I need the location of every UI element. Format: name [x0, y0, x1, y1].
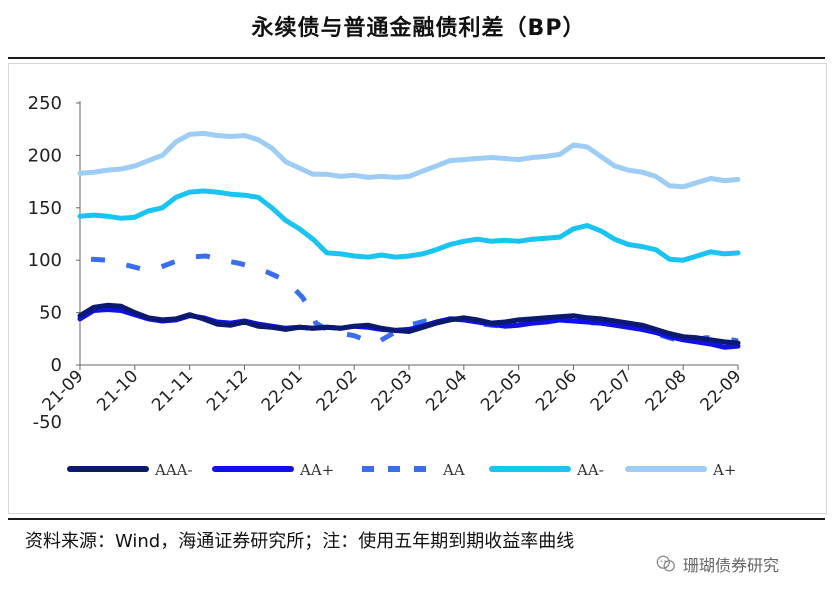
- source-note: 资料来源：Wind，海通证券研究所；注：使用五年期到期收益率曲线: [25, 531, 575, 552]
- top-rule: [8, 57, 825, 59]
- series-line-AA+: [77, 307, 741, 350]
- page-title: 永续债与普通金融债利差（BP）: [251, 16, 586, 41]
- y-tick-label: 200: [28, 145, 62, 166]
- y-tick-label: 50: [39, 303, 62, 324]
- bottom-rule: [8, 518, 825, 520]
- legend-label-AAA-: AAA-: [154, 461, 193, 479]
- y-tick-label-neg: -50: [33, 412, 62, 433]
- x-tick-label: 22-02: [313, 366, 362, 415]
- y-tick-label: 150: [28, 198, 62, 219]
- x-tick-label: 22-06: [532, 366, 581, 415]
- watermark: 珊瑚债券研究: [655, 552, 779, 576]
- series-line-AA-: [77, 188, 741, 263]
- series-layer: [77, 130, 741, 350]
- legend: AAA- AA+ AA AA- A+: [67, 461, 736, 479]
- x-tick-label: 21-10: [93, 366, 142, 415]
- series-line-AAA-: [77, 302, 741, 346]
- x-tick-label: 22-09: [696, 366, 745, 415]
- x-tick-label: 22-07: [587, 366, 636, 415]
- wechat-icon: [656, 555, 675, 572]
- chart-frame: [8, 63, 827, 514]
- x-tick-label: 21-09: [38, 366, 87, 415]
- legend-label-AA: AA: [442, 461, 465, 479]
- x-tick-label: 21-12: [203, 366, 252, 415]
- y-tick-label: 0: [51, 355, 62, 376]
- series-line-AA: [90, 253, 739, 346]
- y-tick-label: 250: [28, 93, 62, 114]
- x-tick-label: 22-08: [642, 366, 691, 415]
- legend-label-AA-: AA-: [576, 461, 604, 479]
- x-tick-label: 22-05: [477, 366, 526, 415]
- legend-label-A+: A+: [712, 461, 736, 479]
- x-tick-label: 22-03: [367, 366, 416, 415]
- series-line-A+: [77, 130, 741, 190]
- y-tick-label: 100: [28, 250, 62, 271]
- watermark-text: 珊瑚债券研究: [683, 556, 780, 575]
- x-tick-label: 21-11: [148, 366, 197, 415]
- x-tick-label: 22-01: [258, 366, 307, 415]
- x-tick-label: 22-04: [422, 366, 471, 415]
- legend-label-AA+: AA+: [299, 461, 334, 479]
